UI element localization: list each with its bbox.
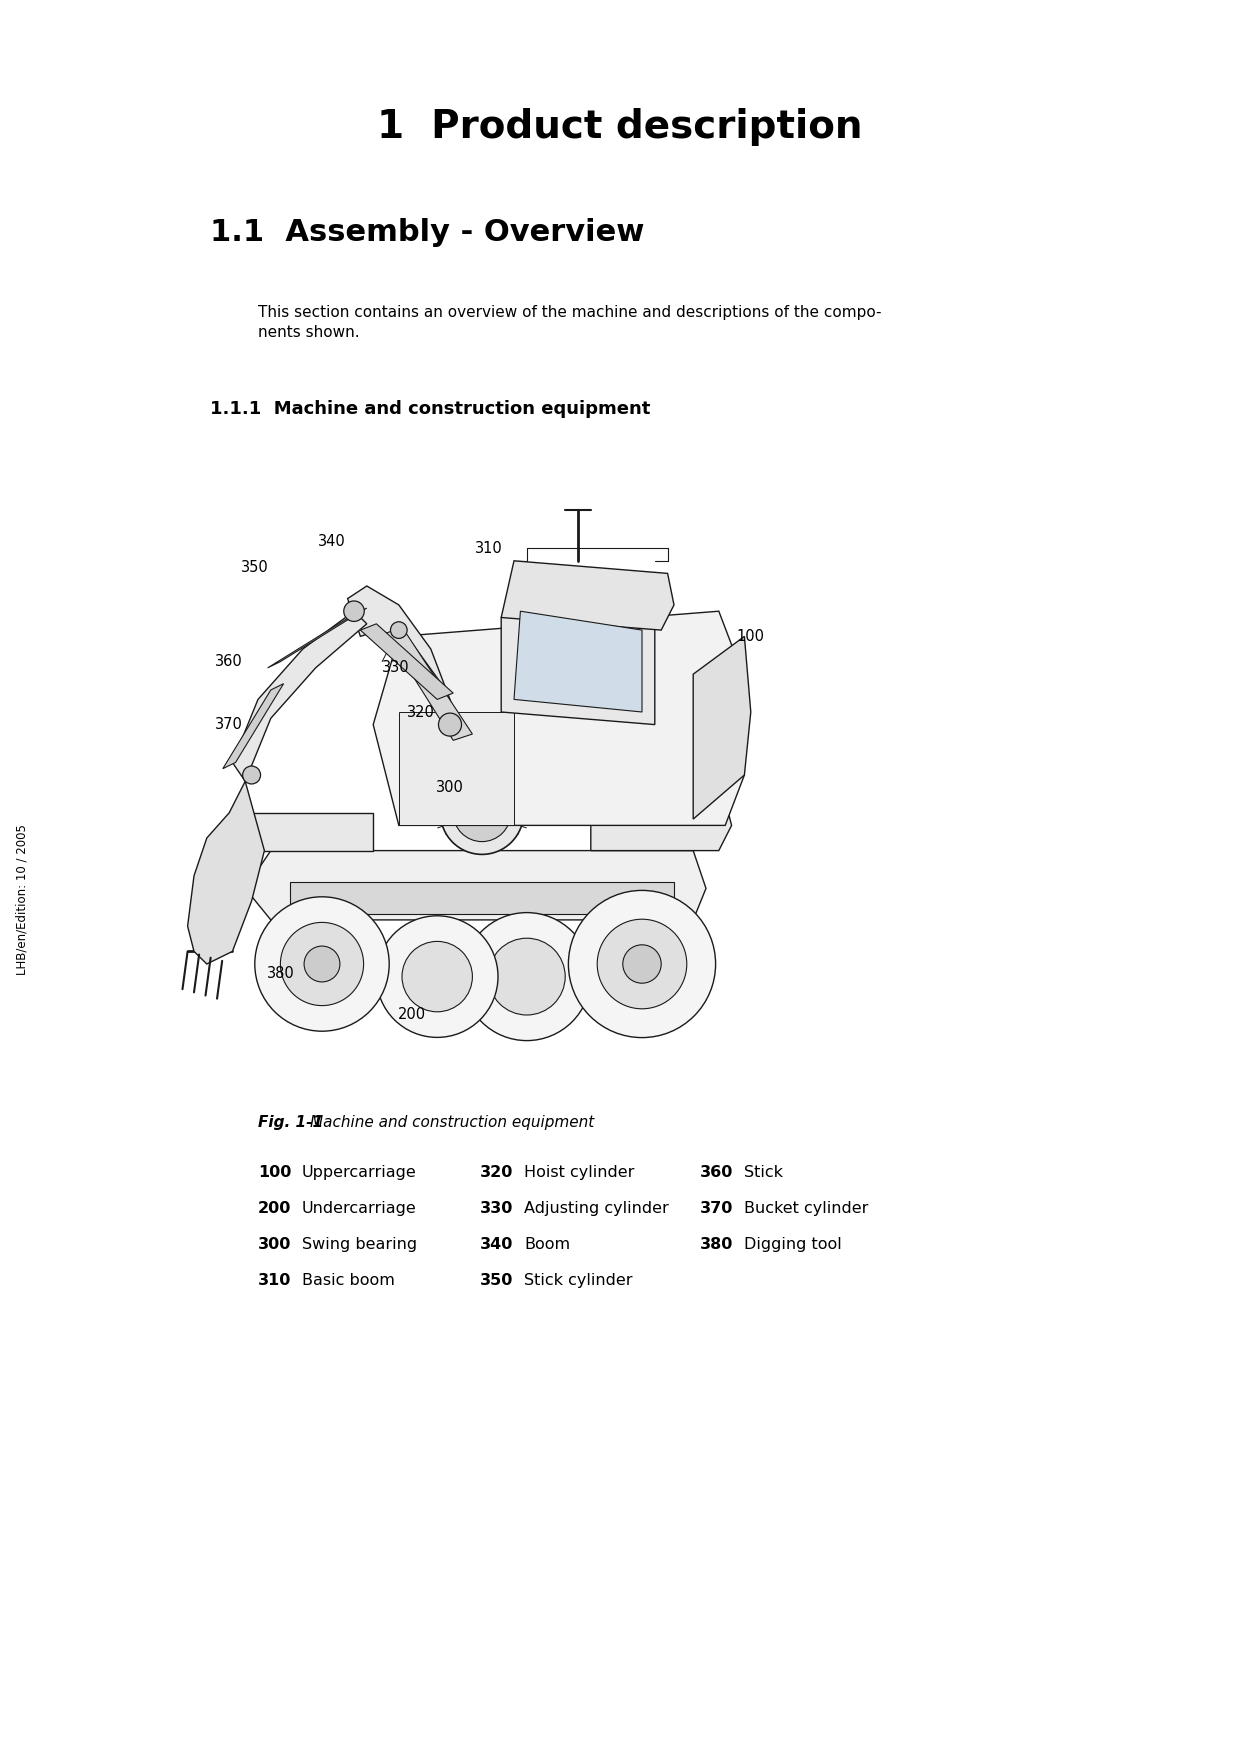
Text: Bucket cylinder: Bucket cylinder [744,1200,868,1216]
Polygon shape [246,851,706,920]
Polygon shape [501,598,655,725]
Circle shape [622,944,661,983]
Circle shape [243,765,260,784]
Text: 360: 360 [216,655,243,669]
Text: 330: 330 [480,1200,513,1216]
Polygon shape [399,713,515,825]
Polygon shape [693,637,750,820]
Text: 330: 330 [382,660,409,676]
Text: 350: 350 [241,560,269,574]
Text: Hoist cylinder: Hoist cylinder [525,1165,635,1179]
Text: 340: 340 [317,535,346,549]
Polygon shape [590,800,732,851]
Text: Stick cylinder: Stick cylinder [525,1272,632,1288]
Text: Machine and construction equipment: Machine and construction equipment [310,1114,594,1130]
Text: 200: 200 [258,1200,291,1216]
Text: 360: 360 [701,1165,733,1179]
Circle shape [280,923,363,1006]
Circle shape [377,916,498,1037]
Text: 370: 370 [216,718,243,732]
Text: 1.1.1  Machine and construction equipment: 1.1.1 Machine and construction equipment [210,400,650,418]
Text: 1.1  Assembly - Overview: 1.1 Assembly - Overview [210,218,645,247]
Circle shape [453,784,511,842]
Text: 320: 320 [407,704,435,720]
Text: 380: 380 [701,1237,733,1251]
Polygon shape [268,607,367,669]
Circle shape [568,890,715,1037]
Text: 380: 380 [267,965,294,981]
Circle shape [343,600,365,621]
Text: Undercarriage: Undercarriage [303,1200,417,1216]
Circle shape [254,897,389,1032]
Polygon shape [386,627,472,741]
Polygon shape [373,611,744,825]
Text: 100: 100 [737,628,765,644]
Polygon shape [361,623,453,700]
Circle shape [598,920,687,1009]
Text: 300: 300 [258,1237,291,1251]
Polygon shape [187,781,264,963]
Text: Adjusting cylinder: Adjusting cylinder [525,1200,668,1216]
Text: LHB/en/Edition: 10 / 2005: LHB/en/Edition: 10 / 2005 [15,825,29,976]
Text: 320: 320 [480,1165,513,1179]
Text: Basic boom: Basic boom [303,1272,394,1288]
Text: 200: 200 [398,1007,425,1021]
Polygon shape [347,586,463,737]
Polygon shape [232,611,367,781]
Text: This section contains an overview of the machine and descriptions of the compo-: This section contains an overview of the… [258,305,882,319]
Text: Uppercarriage: Uppercarriage [303,1165,417,1179]
Text: 340: 340 [480,1237,513,1251]
Circle shape [489,939,565,1014]
Text: 300: 300 [436,781,464,795]
Circle shape [439,713,461,735]
Polygon shape [501,562,675,630]
Text: 350: 350 [480,1272,513,1288]
Text: 370: 370 [701,1200,733,1216]
Text: Digging tool: Digging tool [744,1237,842,1251]
Text: Swing bearing: Swing bearing [303,1237,417,1251]
Circle shape [463,913,590,1041]
Polygon shape [515,611,642,713]
Polygon shape [223,684,284,769]
Text: nents shown.: nents shown. [258,325,360,340]
Text: Stick: Stick [744,1165,782,1179]
Text: 310: 310 [475,541,502,556]
Text: 1  Product description: 1 Product description [377,109,863,146]
Text: 100: 100 [258,1165,291,1179]
Text: Boom: Boom [525,1237,570,1251]
Circle shape [391,621,407,639]
Text: Fig. 1-1: Fig. 1-1 [258,1114,324,1130]
Text: 310: 310 [258,1272,291,1288]
Circle shape [304,946,340,981]
Circle shape [402,941,472,1013]
Polygon shape [232,813,373,851]
Circle shape [440,770,523,855]
Polygon shape [290,883,675,914]
